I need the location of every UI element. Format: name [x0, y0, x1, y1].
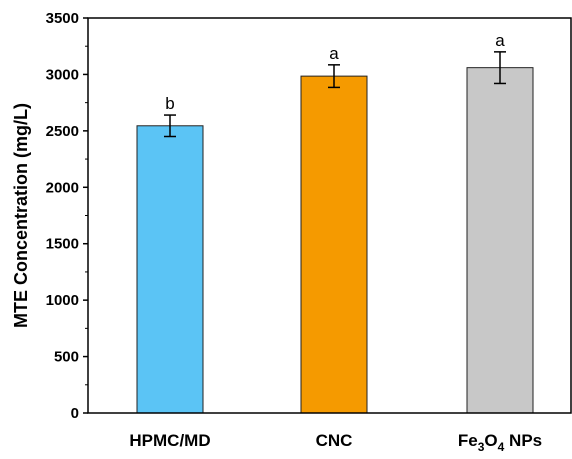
- significance-labels: b a a: [165, 31, 505, 113]
- y-axis-ticks: 0 500 1000 1500 2000 2500 3000 3500: [46, 10, 88, 422]
- plot-frame: [87, 17, 572, 414]
- error-bars: [164, 51, 506, 138]
- bar-hpmc-md: [136, 125, 204, 414]
- y-tick-label: 2000: [46, 179, 79, 196]
- bars: [136, 67, 534, 414]
- y-tick-label: 3500: [46, 10, 79, 27]
- x-tick-label: CNC: [316, 431, 353, 450]
- y-tick-label: 3000: [46, 66, 79, 83]
- y-tick-label: 500: [54, 349, 79, 366]
- y-tick-label: 2500: [46, 123, 79, 140]
- y-tick-label: 1500: [46, 236, 79, 253]
- y-axis-title: MTE Concentration (mg/L): [11, 103, 31, 328]
- significance-letter: a: [329, 44, 339, 63]
- bar-fe3o4-nps: [466, 67, 534, 414]
- bar-cnc: [300, 75, 368, 414]
- y-tick-label: 0: [71, 405, 79, 422]
- x-tick-label: Fe3O4 NPs: [458, 431, 542, 454]
- x-axis-tick-labels: HPMC/MD CNC Fe3O4 NPs: [129, 431, 542, 454]
- x-tick-label: HPMC/MD: [129, 431, 210, 450]
- y-tick-label: 1000: [46, 292, 79, 309]
- significance-letter: a: [495, 31, 505, 50]
- significance-letter: b: [165, 94, 174, 113]
